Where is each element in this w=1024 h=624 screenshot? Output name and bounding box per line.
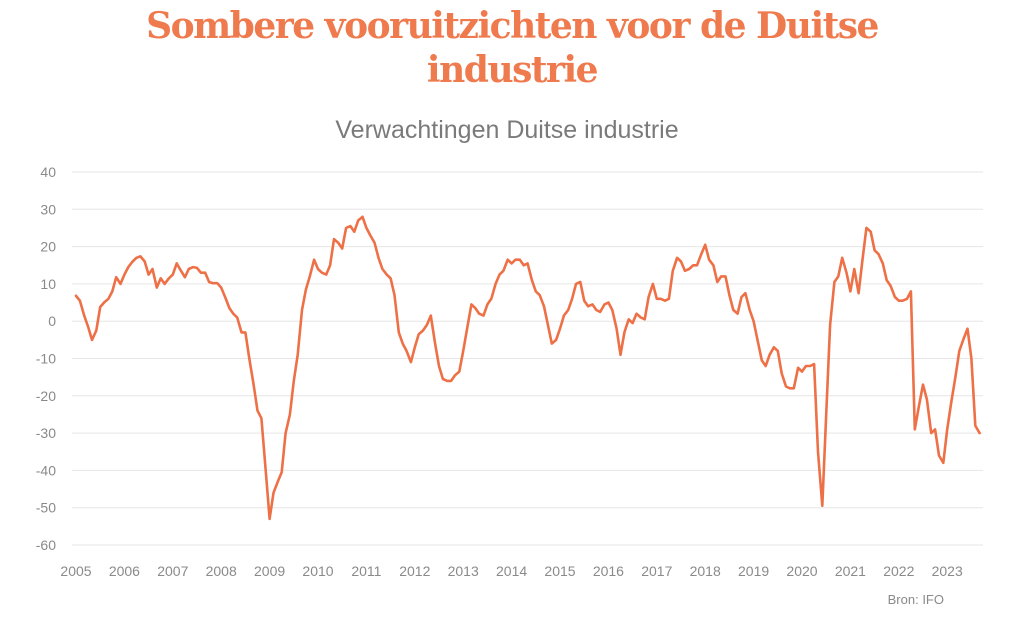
series-group — [74, 215, 981, 521]
x-axis-ticks: 2005 2006 2007 2008 2009 2010 2011 2012 2013 2014… — [60, 563, 963, 579]
headline-line-2: industrie — [426, 49, 599, 91]
y-tick-label: -60 — [36, 537, 56, 553]
y-tick-label: -30 — [36, 425, 56, 441]
x-tick-label: 2011 — [351, 563, 381, 579]
y-tick-label: 40 — [40, 164, 56, 180]
y-tick-label: -50 — [36, 500, 56, 516]
headline-line-1: Sombere vooruitzichten voor de Duitse — [146, 5, 879, 47]
x-tick-label: 2015 — [544, 563, 575, 579]
x-tick-label: 2016 — [593, 563, 624, 579]
x-tick-label: 2023 — [932, 563, 963, 579]
x-tick-label: 2021 — [835, 563, 866, 579]
x-tick-label: 2008 — [206, 563, 237, 579]
y-tick-label: 10 — [40, 276, 56, 292]
x-tick-label: 2018 — [690, 563, 721, 579]
x-tick-label: 2007 — [157, 563, 188, 579]
y-tick-label: 20 — [40, 239, 56, 255]
x-tick-label: 2005 — [60, 563, 91, 579]
x-tick-label: 2014 — [496, 563, 527, 579]
gridlines — [72, 171, 983, 546]
y-tick-label: 30 — [40, 201, 56, 217]
x-tick-label: 2010 — [302, 563, 333, 579]
y-axis-ticks: 40 30 20 10 0 -10 -20 -30 -40 -50 -60 — [36, 164, 56, 553]
y-tick-label: -40 — [36, 462, 56, 478]
x-tick-label: 2020 — [786, 563, 817, 579]
x-tick-label: 2017 — [641, 563, 672, 579]
x-tick-label: 2019 — [738, 563, 769, 579]
x-tick-label: 2022 — [883, 563, 914, 579]
x-tick-label: 2012 — [399, 563, 430, 579]
x-tick-label: 2009 — [254, 563, 285, 579]
headline: Sombere vooruitzichten voor de Duitse in… — [0, 4, 1024, 92]
y-tick-label: 0 — [48, 313, 56, 329]
x-tick-label: 2013 — [448, 563, 479, 579]
y-tick-label: -10 — [36, 351, 56, 367]
chart-title: Verwachtingen Duitse industrie — [335, 116, 679, 144]
x-tick-label: 2006 — [109, 563, 140, 579]
source-note: Bron: IFO — [887, 592, 944, 607]
y-tick-label: -20 — [36, 388, 56, 404]
series-line-verwachtingen — [74, 215, 981, 521]
